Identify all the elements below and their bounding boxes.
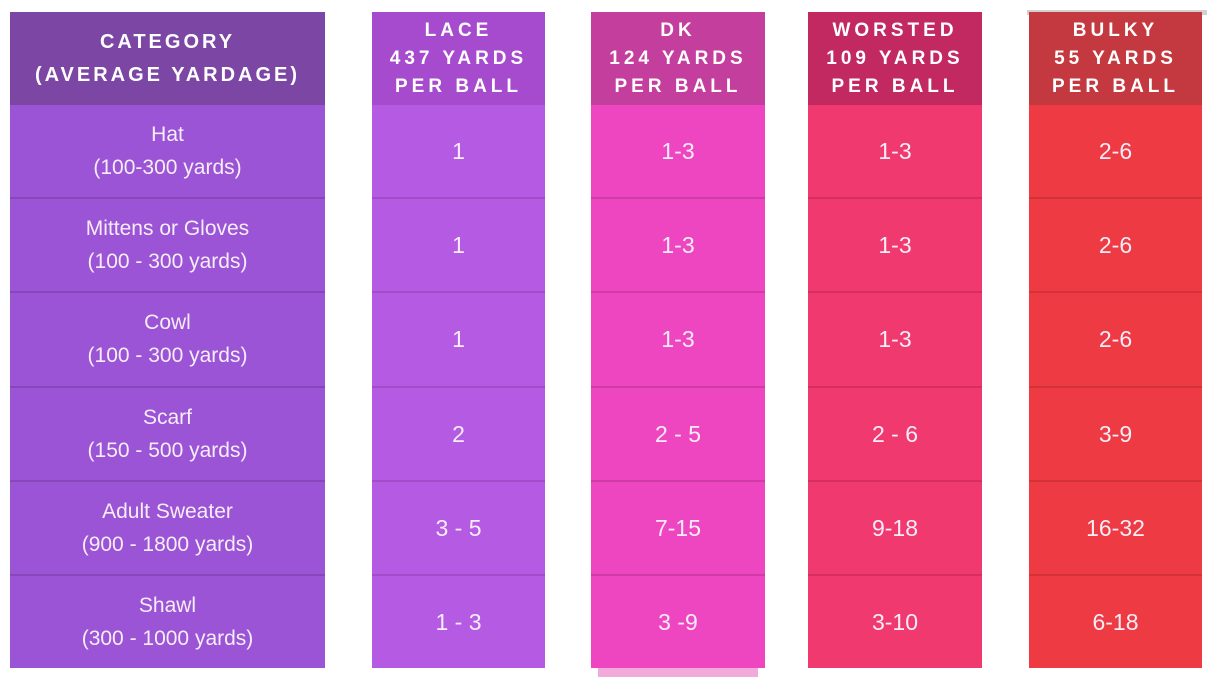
- category-yardage: (900 - 1800 yards): [81, 532, 254, 556]
- column-header-lace: LACE 437 YARDS PER BALL: [372, 12, 545, 105]
- table-cell: 3-10: [808, 573, 982, 668]
- header-line: WORSTED: [832, 19, 958, 41]
- header-line: CATEGORY: [99, 30, 236, 53]
- category-yardage: (100 - 300 yards): [87, 344, 248, 368]
- table-cell: 3 -9: [591, 573, 765, 668]
- column-category: CATEGORY (AVERAGE YARDAGE) Hat (100-300 yar…: [10, 12, 325, 668]
- dk-bottom-strip: [598, 668, 758, 677]
- table-cell: 7-15: [591, 479, 765, 574]
- table-cell: 1: [372, 197, 545, 291]
- header-line: LACE: [424, 19, 493, 41]
- table-cell: 2: [372, 385, 545, 480]
- category-yardage: (100-300 yards): [93, 156, 242, 180]
- column-worsted: WORSTED 109 YARDS PER BALL 1-3 1-3 1-3 2 - 6 9-…: [808, 12, 982, 668]
- table-cell: 3 - 5: [372, 479, 545, 574]
- column-lace: LACE 437 YARDS PER BALL 1 1 1 2 3 - 5 1 - 3: [372, 12, 545, 668]
- category-name: Cowl: [144, 311, 191, 335]
- table-cell: 2 - 5: [591, 385, 765, 480]
- table-cell: 1 - 3: [372, 573, 545, 668]
- category-yardage: (300 - 1000 yards): [81, 626, 254, 650]
- ball-count-value: 9-18: [871, 514, 919, 541]
- column-header-category: CATEGORY (AVERAGE YARDAGE): [10, 12, 325, 105]
- ball-count-value: 3 -9: [658, 608, 698, 635]
- header-line: PER BALL: [1052, 75, 1179, 97]
- ball-count-value: 2-6: [1098, 326, 1133, 353]
- ball-count-value: 16-32: [1086, 514, 1145, 541]
- ball-count-value: 1: [452, 326, 465, 353]
- table-cell: Cowl (100 - 300 yards): [10, 291, 325, 385]
- table-cell: 1-3: [591, 197, 765, 291]
- header-line: DK: [660, 19, 696, 41]
- ball-count-value: 1: [452, 232, 465, 259]
- table-cell: 1: [372, 105, 545, 197]
- table-cell: 2-6: [1029, 105, 1202, 197]
- category-name: Mittens or Gloves: [85, 217, 250, 241]
- table-cell: 16-32: [1029, 479, 1202, 574]
- table-cell: Adult Sweater (900 - 1800 yards): [10, 479, 325, 574]
- table-cell: Shawl (300 - 1000 yards): [10, 573, 325, 668]
- category-yardage: (100 - 300 yards): [87, 250, 248, 274]
- column-header-dk: DK 124 YARDS PER BALL: [591, 12, 765, 105]
- ball-count-value: 2: [452, 420, 465, 447]
- ball-count-value: 1-3: [878, 326, 912, 353]
- ball-count-value: 3-10: [871, 608, 919, 635]
- column-header-worsted: WORSTED 109 YARDS PER BALL: [808, 12, 982, 105]
- ball-count-value: 1 - 3: [435, 608, 482, 635]
- category-name: Shawl: [138, 593, 197, 617]
- table-cell: 2-6: [1029, 291, 1202, 385]
- ball-count-value: 3-9: [1098, 420, 1133, 447]
- table-cell: 1-3: [591, 291, 765, 385]
- table-cell: 2-6: [1029, 197, 1202, 291]
- header-line: 109 YARDS: [826, 47, 964, 69]
- table-cell: Mittens or Gloves (100 - 300 yards): [10, 197, 325, 291]
- ball-count-value: 2 - 6: [871, 420, 919, 447]
- column-bulky: BULKY 55 YARDS PER BALL 2-6 2-6 2-6 3-9 16-32 6-…: [1029, 12, 1202, 668]
- header-line: PER BALL: [395, 75, 522, 97]
- ball-count-value: 2-6: [1098, 138, 1133, 165]
- ball-count-value: 2 - 5: [654, 420, 702, 447]
- ball-count-value: 2-6: [1098, 232, 1133, 259]
- category-name: Hat: [151, 123, 184, 147]
- ball-count-value: 3 - 5: [435, 514, 482, 541]
- table-cell: 9-18: [808, 479, 982, 574]
- ball-count-value: 1-3: [878, 138, 912, 165]
- ball-count-value: 1-3: [661, 232, 695, 259]
- header-line: 55 YARDS: [1054, 47, 1177, 69]
- category-name: Adult Sweater: [102, 499, 233, 523]
- table-cell: 3-9: [1029, 385, 1202, 480]
- table-cell: 6-18: [1029, 573, 1202, 668]
- ball-count-value: 7-15: [654, 514, 702, 541]
- category-yardage: (150 - 500 yards): [87, 438, 248, 462]
- header-line: (AVERAGE YARDAGE): [34, 63, 301, 86]
- category-name: Scarf: [142, 405, 192, 429]
- table-cell: 1-3: [808, 197, 982, 291]
- table-cell: 1-3: [591, 105, 765, 197]
- header-line: 437 YARDS: [389, 47, 528, 69]
- ball-count-value: 1-3: [661, 326, 695, 353]
- table-cell: Scarf (150 - 500 yards): [10, 385, 325, 480]
- ball-count-value: 6-18: [1092, 608, 1139, 635]
- table-cell: 1: [372, 291, 545, 385]
- table-cell: 1-3: [808, 291, 982, 385]
- header-line: PER BALL: [614, 75, 742, 97]
- table-cell: 2 - 6: [808, 385, 982, 480]
- table-cell: Hat (100-300 yards): [10, 105, 325, 197]
- ball-count-value: 1-3: [661, 138, 695, 165]
- column-header-bulky: BULKY 55 YARDS PER BALL: [1029, 12, 1202, 105]
- header-line: BULKY: [1072, 19, 1159, 41]
- header-line: PER BALL: [831, 75, 959, 97]
- table-cell: 1-3: [808, 105, 982, 197]
- header-line: 124 YARDS: [609, 47, 747, 69]
- column-dk: DK 124 YARDS PER BALL 1-3 1-3 1-3 2 - 5 7-15 3 -…: [591, 12, 765, 668]
- ball-count-value: 1: [452, 138, 465, 165]
- ball-count-value: 1-3: [878, 232, 912, 259]
